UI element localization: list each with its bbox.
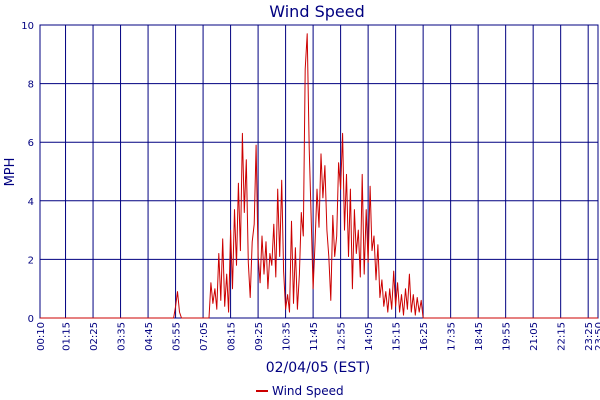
series-line-wind-speed <box>40 33 598 319</box>
plot-border <box>39 24 599 319</box>
x-tick-label: 23:25 <box>584 322 595 351</box>
x-tick-label: 21:05 <box>529 322 540 351</box>
plot-area <box>39 24 599 319</box>
chart-title: Wind Speed <box>269 2 364 21</box>
x-tick-label: 01:15 <box>62 322 73 351</box>
x-tick-label: 07:05 <box>199 322 210 351</box>
x-tick-label: 03:35 <box>117 322 128 351</box>
y-tick-label: 0 <box>28 314 34 325</box>
legend-label: Wind Speed <box>272 384 344 398</box>
x-axis: 00:10 01:15 02:25 03:35 04:45 05:55 07:05 08:15… <box>36 322 600 351</box>
x-tick-label: 19:55 <box>502 322 513 351</box>
x-tick-label: 10:35 <box>282 322 293 351</box>
y-tick-label: 4 <box>28 197 34 208</box>
y-tick-label: 6 <box>28 138 34 149</box>
x-tick-label: 04:45 <box>144 322 155 351</box>
x-tick-label: 12:55 <box>337 322 348 351</box>
x-tick-label: 08:15 <box>227 322 238 351</box>
y-tick-label: 2 <box>28 255 34 266</box>
x-tick-label: 14:05 <box>364 322 375 351</box>
y-tick-label: 10 <box>21 21 34 32</box>
x-tick-label: 00:10 <box>36 322 47 351</box>
x-tick-label: 05:55 <box>172 322 183 351</box>
y-tick-label: 8 <box>28 80 34 91</box>
y-axis: 0 2 4 6 8 10 <box>21 21 34 325</box>
x-tick-label: 23:50 <box>594 322 600 351</box>
x-tick-label: 16:25 <box>419 322 430 351</box>
legend: Wind Speed <box>256 384 344 398</box>
y-axis-label: MPH <box>3 158 18 187</box>
x-tick-label: 17:35 <box>447 322 458 351</box>
x-tick-label: 22:15 <box>557 322 568 351</box>
x-tick-label: 02:25 <box>89 322 100 351</box>
x-tick-label: 15:15 <box>392 322 403 351</box>
x-tick-label: 18:45 <box>474 322 485 351</box>
x-tick-label: 09:25 <box>254 322 265 351</box>
x-tick-label: 11:45 <box>309 322 320 351</box>
x-axis-label: 02/04/05 (EST) <box>266 360 371 376</box>
